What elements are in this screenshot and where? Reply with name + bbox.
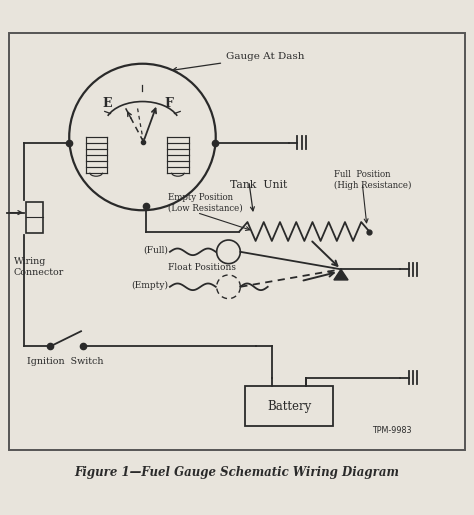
Text: Float Positions: Float Positions [168, 263, 237, 272]
Text: Figure 1—Fuel Gauge Schematic Wiring Diagram: Figure 1—Fuel Gauge Schematic Wiring Dia… [74, 466, 400, 479]
Text: E: E [102, 97, 112, 110]
Bar [27, 202, 43, 233]
Polygon shape [334, 269, 348, 280]
Text: TPM-9983: TPM-9983 [372, 425, 411, 435]
Text: Tank  Unit: Tank Unit [230, 180, 287, 190]
Text: F: F [164, 97, 173, 110]
Text: Ignition  Switch: Ignition Switch [27, 357, 103, 366]
Text: Battery: Battery [267, 400, 311, 413]
Text: Empty Position
(Low Resistance): Empty Position (Low Resistance) [168, 193, 243, 213]
Bar [9, 33, 465, 450]
Text: Full  Position
(High Resistance): Full Position (High Resistance) [334, 170, 411, 190]
Bar [245, 386, 333, 426]
Text: Gauge At Dash: Gauge At Dash [173, 52, 305, 72]
Text: (Empty): (Empty) [131, 281, 168, 290]
Text: (Full): (Full) [144, 246, 168, 255]
Text: Wiring
Connector: Wiring Connector [14, 258, 64, 277]
